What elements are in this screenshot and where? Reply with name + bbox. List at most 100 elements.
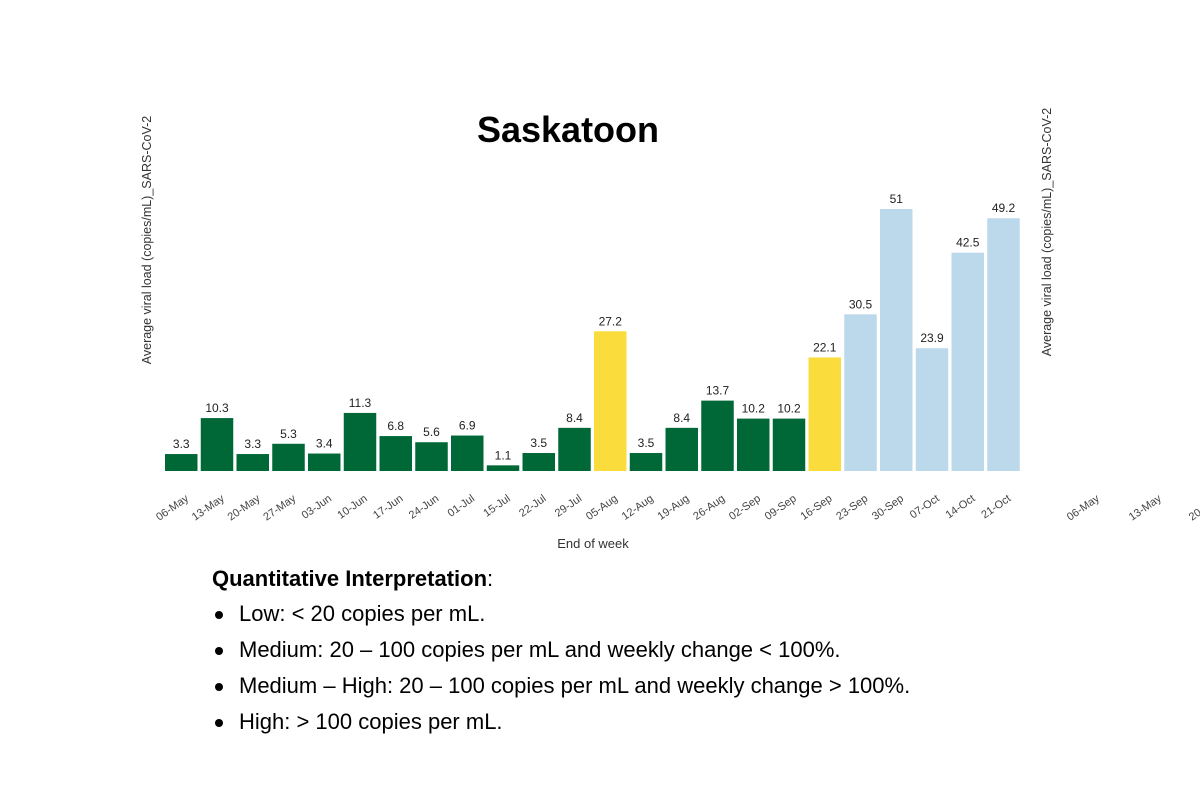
x-tick-label: 20-May xyxy=(226,492,263,523)
second-panel-tick-label: 06-May xyxy=(1065,492,1102,523)
bar-13-May xyxy=(200,418,234,471)
x-tick-label: 21-Oct xyxy=(979,493,1013,522)
bar-06-May xyxy=(165,454,198,471)
bar-10-Jun xyxy=(343,412,377,471)
bar-20-May xyxy=(236,454,269,471)
data-label: 22.1 xyxy=(813,340,837,354)
x-tick-label: 27-May xyxy=(261,492,298,523)
data-label: 23.9 xyxy=(920,331,944,345)
second-y-axis-label: Average viral load (copies/mL)_SARS-CoV-… xyxy=(1040,108,1054,357)
x-tick-label: 02-Sep xyxy=(727,493,763,523)
bar-15-Jul xyxy=(486,465,520,471)
data-label: 5.6 xyxy=(423,425,440,439)
x-tick-label: 24-Jun xyxy=(407,493,441,522)
x-tick-label: 14-Oct xyxy=(944,493,978,522)
x-tick-label: 23-Sep xyxy=(834,493,870,523)
x-tick-label: 13-May xyxy=(190,492,227,523)
data-label: 30.5 xyxy=(849,297,873,311)
bar-14-Oct xyxy=(951,252,984,471)
data-label: 42.5 xyxy=(956,236,980,250)
bar-05-Aug xyxy=(594,331,627,471)
data-label: 10.3 xyxy=(205,401,229,415)
legend-item-text: Low: < 20 copies per mL. xyxy=(239,601,486,626)
interpretation-legend: Quantitative Interpretation: Low: < 20 c… xyxy=(212,562,1112,740)
bullet-icon xyxy=(215,647,223,655)
legend-item-medium-high: Medium – High: 20 – 100 copies per mL an… xyxy=(212,668,1112,704)
bar-12-Aug xyxy=(629,453,663,471)
data-label: 10.2 xyxy=(742,402,766,416)
legend-item-high: High: > 100 copies per mL. xyxy=(212,704,1112,740)
bar-07-Oct xyxy=(915,348,949,471)
bar-17-Jun xyxy=(379,436,412,471)
x-tick-label: 12-Aug xyxy=(620,493,656,523)
y-axis-label: Average viral load (copies/mL)_SARS-CoV-… xyxy=(140,116,154,365)
data-label: 6.9 xyxy=(459,419,476,433)
x-tick-label: 26-Aug xyxy=(691,493,727,523)
data-label: 3.5 xyxy=(530,436,547,450)
legend-heading-colon: : xyxy=(487,566,494,591)
x-tick-label: 17-Jun xyxy=(371,493,405,522)
x-tick-label: 15-Jul xyxy=(481,493,512,520)
bar-26-Aug xyxy=(701,400,734,471)
bar-02-Sep xyxy=(737,418,770,471)
data-label: 3.3 xyxy=(173,437,190,451)
data-label: 3.3 xyxy=(244,437,261,451)
bar-27-May xyxy=(272,443,305,471)
x-tick-label: 01-Jul xyxy=(446,493,477,520)
bullet-icon xyxy=(215,683,223,691)
data-label: 13.7 xyxy=(706,384,730,398)
data-label: 5.3 xyxy=(280,427,297,441)
x-tick-label: 29-Jul xyxy=(553,493,584,520)
bar-29-Jul xyxy=(558,427,591,471)
x-tick-label: 09-Sep xyxy=(763,493,799,523)
bullet-icon xyxy=(215,719,223,727)
data-label: 49.2 xyxy=(992,201,1016,215)
legend-heading: Quantitative Interpretation: xyxy=(212,562,1112,596)
bar-23-Sep xyxy=(844,314,877,471)
legend-item-medium: Medium: 20 – 100 copies per mL and weekl… xyxy=(212,632,1112,668)
data-label: 11.3 xyxy=(349,396,372,410)
legend-item-text: Medium – High: 20 – 100 copies per mL an… xyxy=(239,673,911,698)
x-tick-label: 22-Jul xyxy=(517,493,548,520)
x-tick-label: 07-Oct xyxy=(908,493,942,522)
bar-01-Jul xyxy=(451,435,484,471)
x-axis-label: End of week xyxy=(557,536,629,551)
bar-22-Jul xyxy=(522,453,555,471)
x-tick-label: 05-Aug xyxy=(584,493,620,523)
legend-list: Low: < 20 copies per mL. Medium: 20 – 10… xyxy=(212,596,1112,740)
data-label: 3.5 xyxy=(638,436,655,450)
legend-item-low: Low: < 20 copies per mL. xyxy=(212,596,1112,632)
bar-16-Sep xyxy=(808,357,841,471)
second-panel-tick-group: 06-May 13-May 20-May xyxy=(1065,492,1200,523)
chart-title: Saskatoon xyxy=(477,109,659,150)
x-tick-label: 19-Aug xyxy=(656,493,692,523)
data-label: 27.2 xyxy=(599,314,623,328)
bar-21-Oct xyxy=(987,218,1020,471)
x-tick-label: 06-May xyxy=(154,492,191,523)
data-label: 51 xyxy=(890,192,904,206)
x-tick-label: 16-Sep xyxy=(799,493,835,523)
data-label: 8.4 xyxy=(673,411,690,425)
x-tick-label: 30-Sep xyxy=(870,493,906,523)
second-panel-tick-label: 20-May xyxy=(1187,492,1200,523)
data-label-group: 3.3 10.3 3.3 5.3 3.4 11.3 6.8 5.6 6.9 1.1 3.5 8.4 27… xyxy=(173,192,1016,462)
data-label: 8.4 xyxy=(566,411,583,425)
data-label: 6.8 xyxy=(387,419,404,433)
bar-19-Aug xyxy=(665,427,698,471)
second-panel-tick-label: 13-May xyxy=(1127,492,1164,523)
legend-item-text: Medium: 20 – 100 copies per mL and weekl… xyxy=(239,637,841,662)
bar-30-Sep xyxy=(880,209,913,471)
legend-item-text: High: > 100 copies per mL. xyxy=(239,709,503,734)
bar-group xyxy=(165,209,1020,471)
data-label: 3.4 xyxy=(316,437,333,451)
data-label: 1.1 xyxy=(495,448,512,462)
bar-03-Jun xyxy=(308,453,341,471)
chart: Saskatoon 3.3 10.3 3.3 5.3 3.4 11.3 6.8 5.6 6.9 1… xyxy=(140,108,1200,551)
legend-heading-text: Quantitative Interpretation xyxy=(212,566,488,591)
bullet-icon xyxy=(215,611,223,619)
x-tick-label: 03-Jun xyxy=(300,493,334,522)
data-label: 10.2 xyxy=(777,402,801,416)
bar-24-Jun xyxy=(415,442,448,471)
x-tick-label: 10-Jun xyxy=(335,493,369,522)
